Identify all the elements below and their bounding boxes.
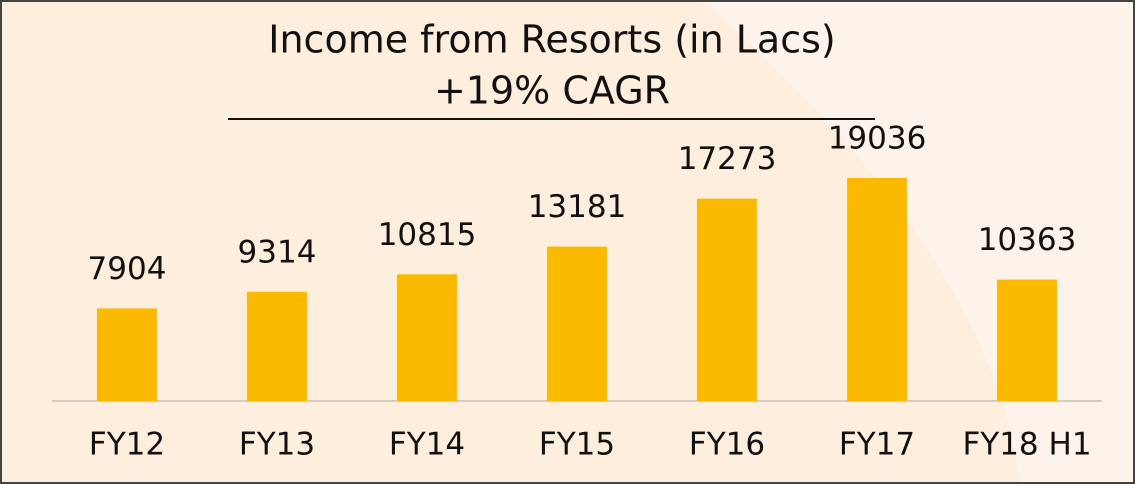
data-label: 10815 [378,217,477,253]
data-label: 17273 [678,141,777,177]
bar [397,274,457,401]
bar [997,279,1057,401]
x-tick-label: FY13 [239,427,315,463]
x-tick-label: FY12 [89,427,165,463]
x-tick-label: FY17 [839,427,915,463]
data-label: 9314 [238,234,317,270]
data-label: 7904 [88,251,167,287]
x-tick-label: FY15 [539,427,615,463]
bar [697,198,757,401]
x-tick-label: FY18 H1 [962,427,1091,463]
x-tick-label: FY14 [389,427,465,463]
bar [547,246,607,401]
data-label: 19036 [828,121,927,157]
data-label: 10363 [978,222,1077,258]
bar [847,178,907,401]
chart-subtitle: +19% CAGR [434,69,670,113]
x-tick-label: FY16 [689,427,765,463]
data-label: 13181 [528,189,627,225]
chart-title: Income from Resorts (in Lacs) [268,18,835,62]
bar [97,308,157,401]
bar [247,291,307,401]
